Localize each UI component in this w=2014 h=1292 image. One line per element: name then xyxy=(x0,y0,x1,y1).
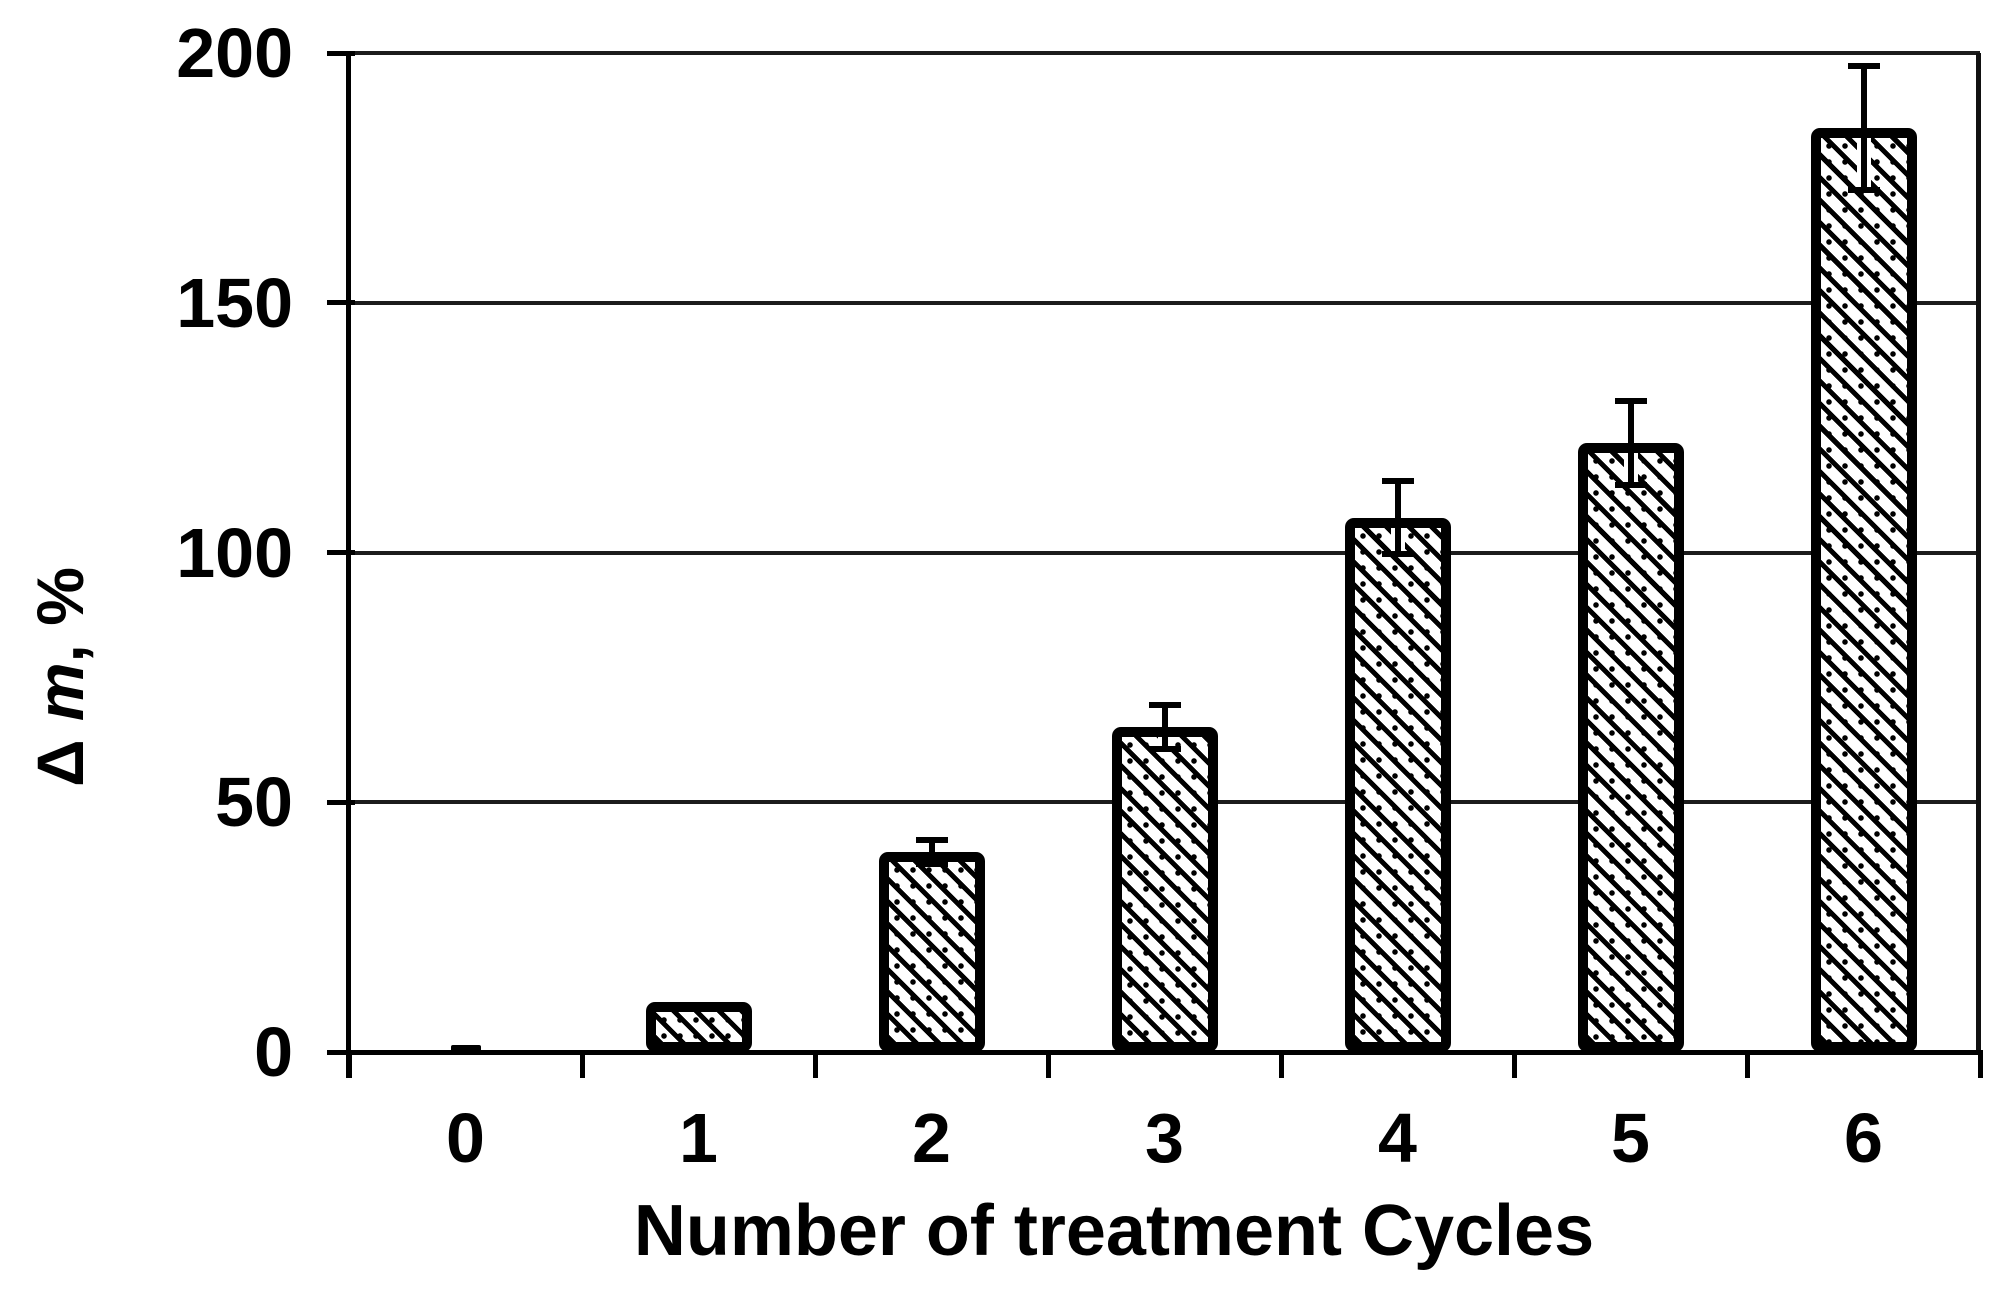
plot-area xyxy=(349,51,1980,1052)
error-bar-bottom-cap xyxy=(915,861,948,868)
error-bar-line xyxy=(1394,477,1401,558)
x-tick-label-2: 2 xyxy=(912,1099,951,1177)
y-tick-200 xyxy=(327,50,355,56)
y-tick-label-200: 200 xyxy=(176,14,293,92)
bar-cycle-1 xyxy=(645,1002,752,1052)
bar-cycle-0 xyxy=(450,1045,481,1052)
y-tick-0 xyxy=(327,1049,355,1055)
error-bar-bottom-cap xyxy=(1847,186,1880,193)
bar-cycle-2 xyxy=(878,852,985,1052)
y-tick-150 xyxy=(327,300,355,306)
y-axis-title-delta: Δ xyxy=(23,721,97,787)
gridline-100 xyxy=(349,550,1980,555)
error-bar-top-cap xyxy=(1847,62,1880,69)
x-tick-label-4: 4 xyxy=(1378,1099,1417,1177)
x-tick-label-6: 6 xyxy=(1844,1099,1883,1177)
plot-right-border xyxy=(1976,53,1981,1052)
x-axis-title: Number of treatment Cycles xyxy=(633,1191,1595,1271)
error-bar-top-cap xyxy=(1381,477,1414,484)
x-tick-0 xyxy=(346,1052,352,1078)
error-bar-cycle-2 xyxy=(915,837,948,868)
x-tick-label-1: 1 xyxy=(679,1099,718,1177)
x-tick-label-3: 3 xyxy=(1145,1099,1184,1177)
error-bar-top-cap xyxy=(1148,702,1181,709)
x-tick-2 xyxy=(812,1052,818,1078)
error-bar-line xyxy=(1161,702,1168,753)
error-bar-line xyxy=(1860,62,1867,193)
error-bar-line xyxy=(928,837,935,868)
x-tick-1 xyxy=(579,1052,585,1078)
x-tick-5 xyxy=(1511,1052,1517,1078)
y-axis-title-symbol: m xyxy=(23,662,97,722)
y-axis-title: Δ m, % xyxy=(15,507,105,847)
error-bar-bottom-cap xyxy=(1614,481,1647,488)
y-axis-title-units: , % xyxy=(23,567,97,663)
error-bar-cycle-5 xyxy=(1614,397,1647,488)
y-tick-50 xyxy=(327,799,355,805)
x-tick-7 xyxy=(1977,1052,1983,1078)
error-bar-cycle-4 xyxy=(1381,477,1414,558)
bar-cycle-5 xyxy=(1577,442,1684,1052)
y-tick-label-150: 150 xyxy=(176,263,293,342)
error-bar-bottom-cap xyxy=(1381,551,1414,558)
y-tick-label-50: 50 xyxy=(215,763,293,842)
x-tick-label-5: 5 xyxy=(1611,1099,1650,1177)
error-bar-top-cap xyxy=(1614,397,1647,404)
x-tick-label-0: 0 xyxy=(446,1099,485,1177)
error-bar-line xyxy=(1627,397,1634,488)
gridline-150 xyxy=(349,300,1980,305)
y-tick-100 xyxy=(327,550,355,555)
error-bar-top-cap xyxy=(915,837,948,844)
bar-cycle-4 xyxy=(1344,517,1451,1052)
bar-cycle-3 xyxy=(1111,727,1218,1052)
error-bar-bottom-cap xyxy=(1148,746,1181,753)
y-axis-line xyxy=(346,53,351,1078)
y-tick-label-100: 100 xyxy=(176,513,293,592)
gridline-200 xyxy=(349,51,1980,55)
x-tick-6 xyxy=(1744,1052,1750,1078)
error-bar-cycle-3 xyxy=(1148,702,1181,753)
error-bar-cycle-6 xyxy=(1847,62,1880,193)
x-axis-line xyxy=(327,1050,1983,1055)
x-tick-4 xyxy=(1278,1052,1284,1078)
bar-cycle-6 xyxy=(1810,127,1917,1052)
y-tick-label-0: 0 xyxy=(254,1013,293,1091)
x-tick-3 xyxy=(1045,1052,1051,1078)
